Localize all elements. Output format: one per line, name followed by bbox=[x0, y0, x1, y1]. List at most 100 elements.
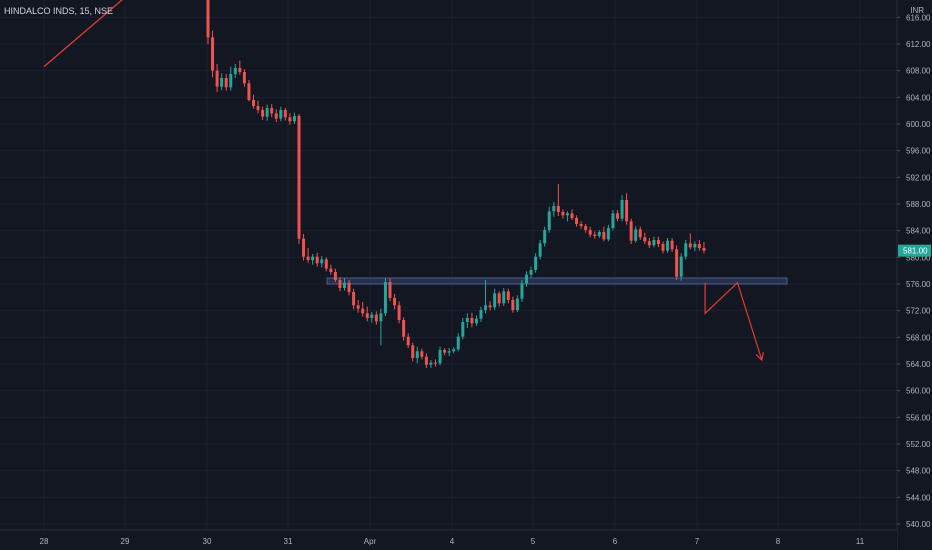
candle-body bbox=[579, 224, 583, 226]
candle-body bbox=[493, 293, 497, 308]
price-tick-label: 548.00 bbox=[906, 467, 931, 476]
time-tick-label: 7 bbox=[695, 537, 700, 546]
time-tick-label: 31 bbox=[284, 537, 293, 546]
candle-body bbox=[652, 240, 656, 246]
candle-body bbox=[520, 283, 524, 299]
candle-body bbox=[575, 218, 579, 224]
candle-body bbox=[497, 293, 501, 304]
candle-body bbox=[347, 282, 351, 292]
candle-body bbox=[311, 256, 315, 260]
price-tick-label: 544.00 bbox=[906, 493, 931, 502]
candle-body bbox=[584, 226, 588, 230]
candle-body bbox=[515, 298, 519, 310]
candle-body bbox=[333, 272, 337, 280]
candle-body bbox=[338, 280, 342, 288]
candle-body bbox=[616, 213, 619, 219]
time-axis: 28 29 30 31 Apr 4 5 6 7 8 11 bbox=[0, 529, 897, 550]
candle-body bbox=[538, 243, 542, 257]
candle-body bbox=[374, 314, 378, 322]
candle-body bbox=[379, 313, 383, 322]
candle-body bbox=[611, 213, 615, 228]
candle-body bbox=[434, 362, 437, 364]
candle-body bbox=[570, 213, 574, 218]
candle-body bbox=[288, 117, 292, 122]
candle-body bbox=[525, 274, 528, 284]
time-tick-label: 5 bbox=[531, 537, 536, 546]
candle-body bbox=[315, 256, 319, 264]
candle-body bbox=[702, 248, 706, 251]
time-axis-bg bbox=[0, 530, 897, 550]
candle-body bbox=[397, 305, 401, 320]
candle-body bbox=[424, 356, 428, 365]
candle-body bbox=[670, 240, 674, 250]
candle-body bbox=[324, 259, 328, 269]
price-tick-label: 560.00 bbox=[906, 387, 931, 396]
candle-body bbox=[552, 206, 556, 212]
price-tick-label: 588.00 bbox=[906, 200, 931, 209]
candle-body bbox=[643, 237, 647, 242]
candle-body bbox=[488, 305, 492, 308]
candle-body bbox=[411, 345, 415, 358]
support-zone-rect bbox=[326, 277, 788, 285]
price-tick-label: 616.00 bbox=[906, 13, 931, 22]
candle-body bbox=[406, 336, 410, 346]
candle-body bbox=[220, 78, 224, 87]
currency-label: INR bbox=[910, 6, 924, 15]
candle-body bbox=[588, 230, 592, 235]
candle-body bbox=[292, 116, 296, 122]
candle-body bbox=[534, 256, 538, 270]
candle-body bbox=[688, 243, 692, 248]
time-tick-label: 11 bbox=[856, 537, 865, 546]
drawings-layer bbox=[43, 0, 764, 362]
candle-body bbox=[506, 291, 510, 300]
candle-body bbox=[529, 270, 533, 275]
candle-body bbox=[343, 282, 346, 288]
candle-body bbox=[297, 116, 301, 239]
candle-body bbox=[461, 322, 465, 337]
price-tick-label: 600.00 bbox=[906, 120, 931, 129]
price-tick-label: 580.00 bbox=[906, 253, 931, 262]
time-tick-label: 28 bbox=[40, 537, 49, 546]
candle-body bbox=[356, 305, 360, 309]
candle-body bbox=[565, 213, 569, 216]
candle-body bbox=[438, 350, 442, 364]
time-tick-label: 8 bbox=[776, 537, 781, 546]
candle-body bbox=[697, 244, 701, 248]
candle-body bbox=[283, 110, 287, 118]
candle-body bbox=[306, 256, 310, 260]
candle-body bbox=[402, 320, 406, 337]
candle-body bbox=[270, 108, 274, 114]
candle-body bbox=[684, 243, 688, 257]
candle-body bbox=[383, 282, 387, 314]
candle-body bbox=[279, 110, 283, 119]
price-axis-bg bbox=[897, 0, 932, 550]
price-axis: 540.00 544.00 548.00 552.00 556.00 560.00 564.… bbox=[896, 0, 932, 550]
candle-body bbox=[206, 0, 210, 38]
candle-body bbox=[629, 221, 633, 241]
candle-body bbox=[370, 314, 374, 318]
candle-body bbox=[593, 234, 597, 236]
candle-body bbox=[361, 308, 365, 314]
candle-body bbox=[656, 240, 660, 244]
candle-body bbox=[211, 37, 215, 71]
price-tick-label: 540.00 bbox=[906, 520, 931, 529]
candle-body bbox=[675, 249, 679, 277]
price-tick-label: 608.00 bbox=[906, 67, 931, 76]
candle-body bbox=[429, 362, 433, 365]
candle-body bbox=[238, 68, 242, 72]
candle-body bbox=[484, 305, 488, 310]
price-tick-label: 572.00 bbox=[906, 307, 931, 316]
candle-body bbox=[224, 78, 228, 88]
candle-body bbox=[679, 256, 683, 277]
candle-body bbox=[666, 240, 670, 251]
candles-group bbox=[206, 0, 706, 368]
candle-body bbox=[443, 350, 447, 353]
candle-body bbox=[625, 200, 629, 222]
candle-body bbox=[693, 244, 697, 248]
price-tick-label: 564.00 bbox=[906, 360, 931, 369]
price-tick-label: 596.00 bbox=[906, 147, 931, 156]
candle-body bbox=[256, 106, 260, 110]
candle-body bbox=[242, 72, 246, 84]
candle-body bbox=[620, 200, 624, 219]
